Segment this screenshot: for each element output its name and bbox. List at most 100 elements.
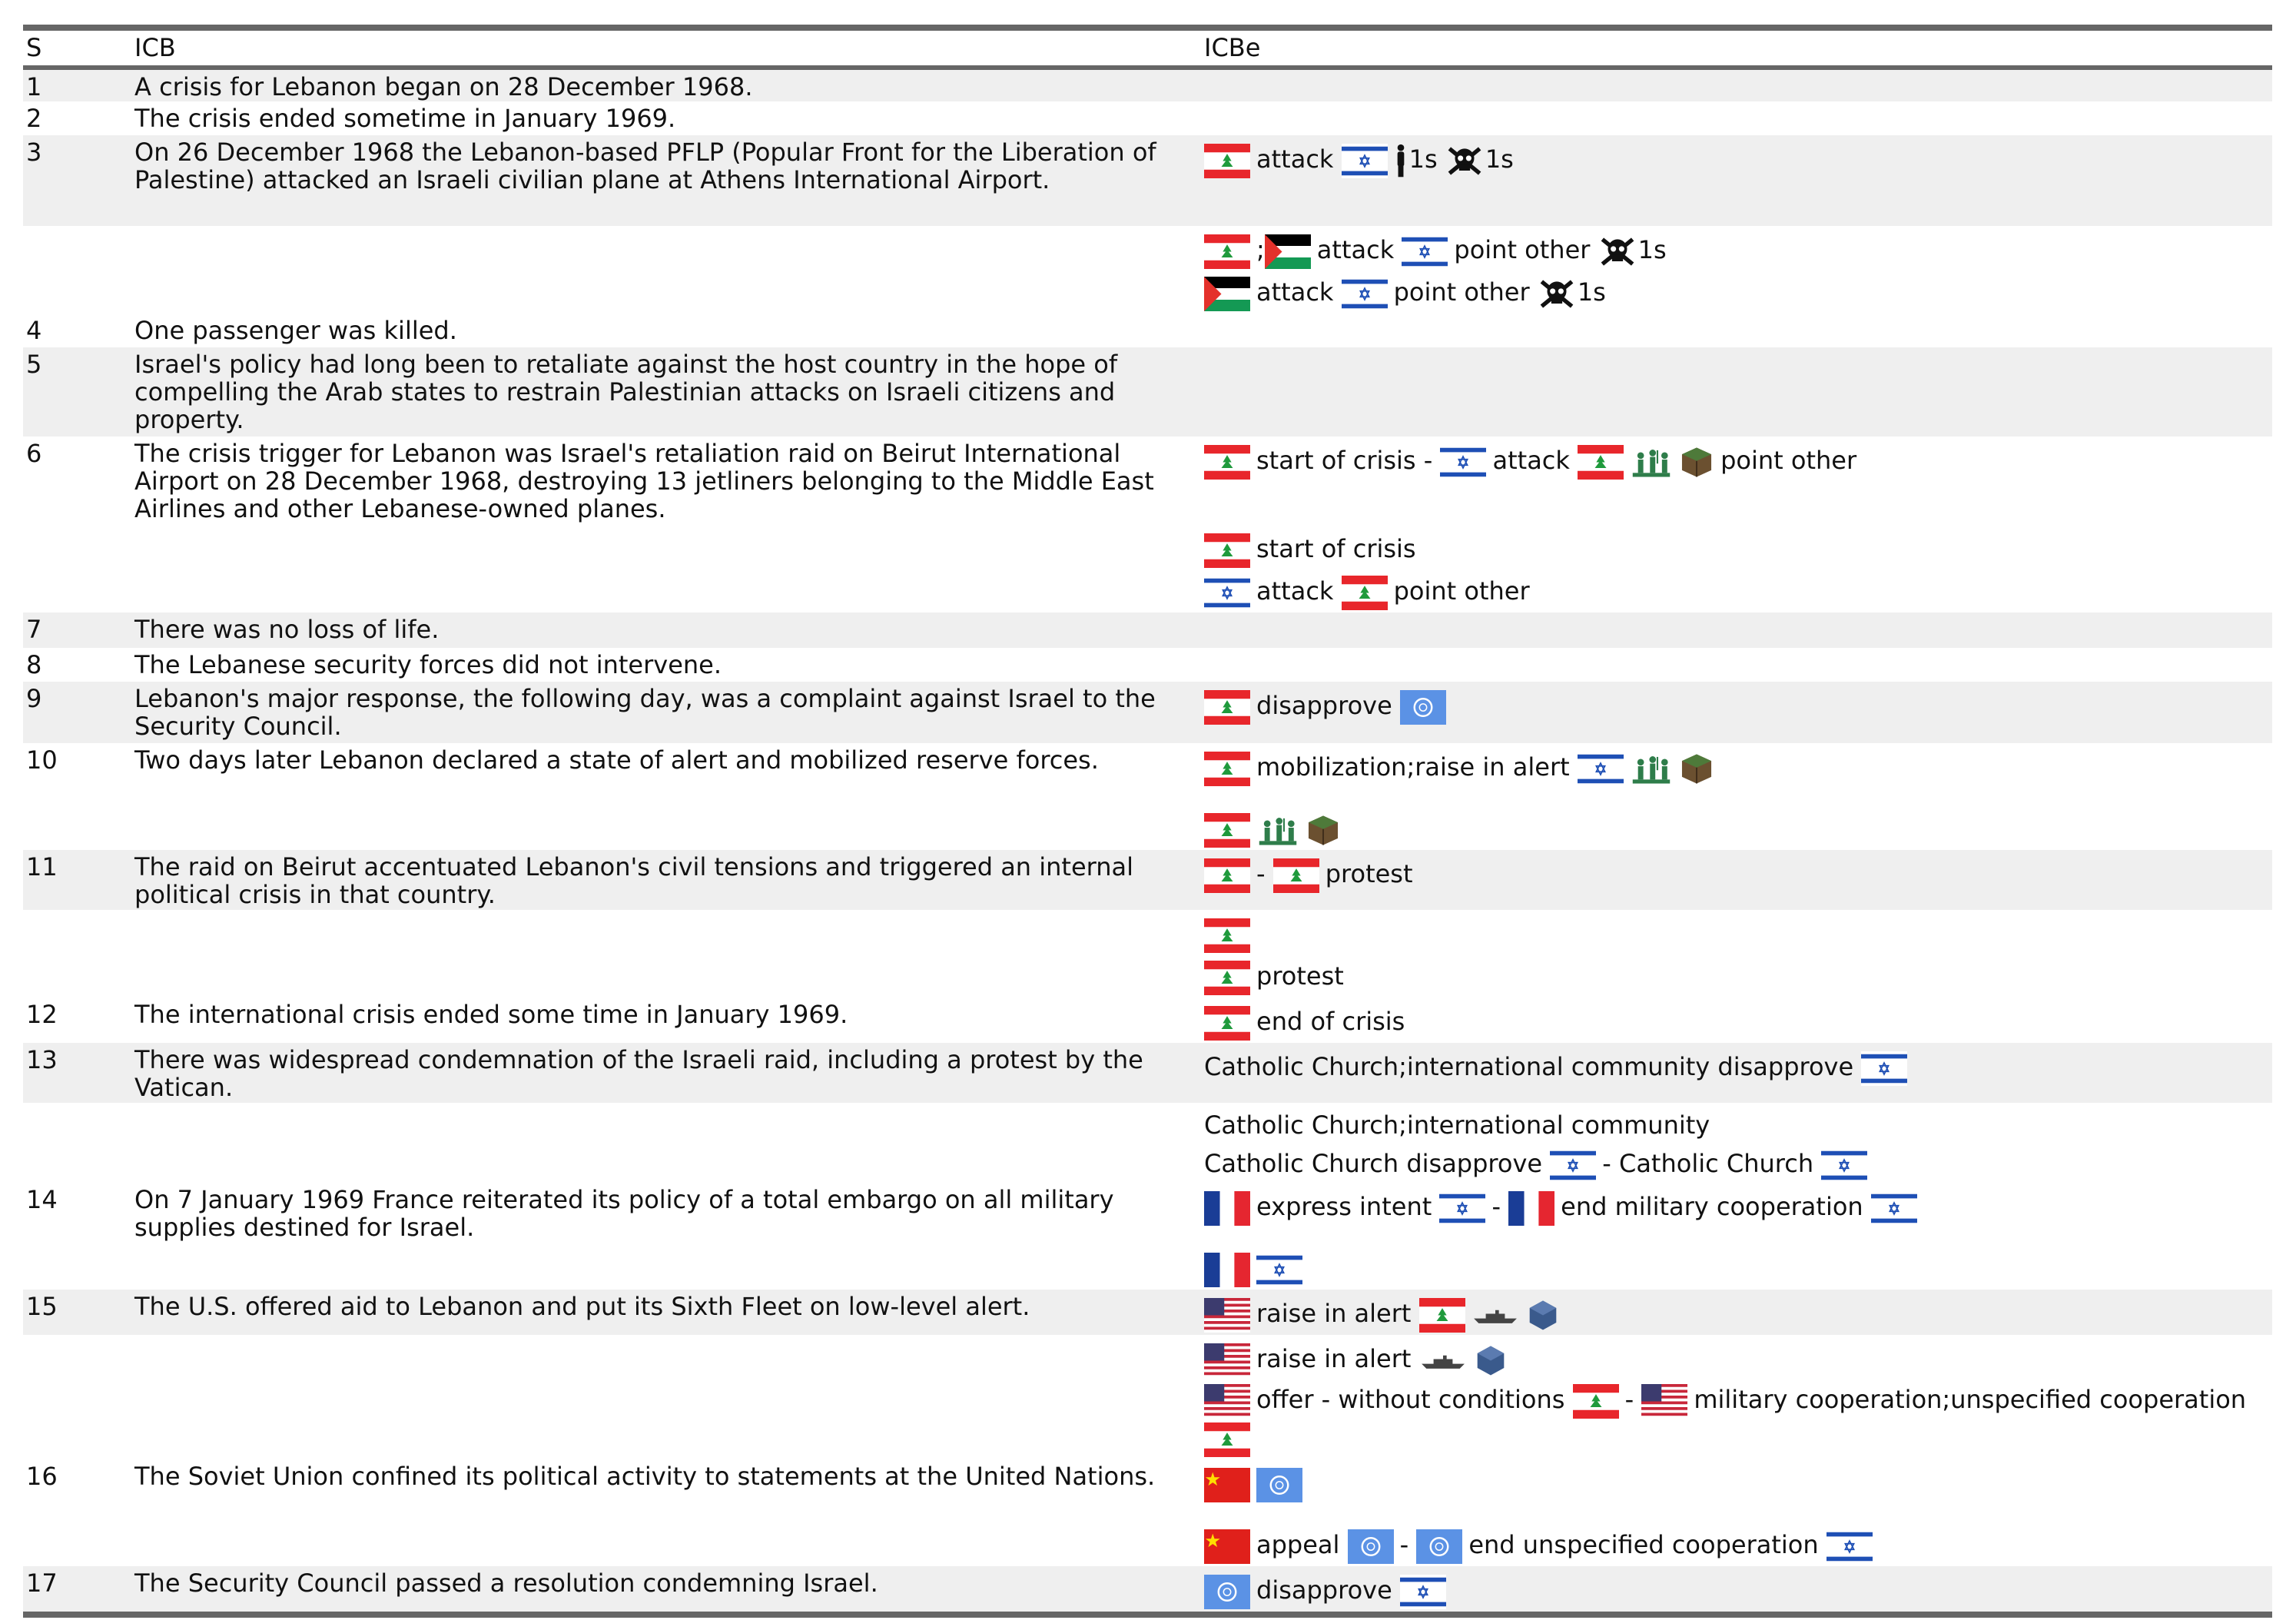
icon-il (1861, 1051, 1907, 1086)
icbe-text: disapprove (1256, 691, 1392, 720)
icbe-text: point other (1393, 277, 1530, 307)
icbe-text: - Catholic Church (1602, 1149, 1814, 1178)
icbe-cell: express intent - end military cooperatio… (1201, 1183, 2272, 1290)
icbe-text: Catholic Church;international community … (1204, 1052, 1854, 1081)
row: 9 Lebanon's major response, the following… (23, 682, 2272, 743)
icbe-text: start of crisis (1256, 534, 1416, 563)
row: 15 The U.S. offered aid to Lebanon and pu… (23, 1290, 2272, 1335)
icon-lb (1204, 961, 1250, 995)
row: 12 The international crisis ended some ti… (23, 998, 2272, 1043)
icbe-line (1204, 1247, 2266, 1290)
icbe-cell: disapprove (1201, 682, 2272, 743)
row: 11 The raid on Beirut accentuated Lebanon… (23, 850, 2272, 910)
header-cell: ICB (131, 28, 1201, 70)
s-cell (23, 226, 131, 314)
icbe-text: appeal (1256, 1530, 1340, 1559)
icb-cell: The international crisis ended some time… (134, 1000, 848, 1029)
s-cell: 14 (26, 1185, 58, 1214)
icon-fr (1508, 1191, 1554, 1226)
icbe-line: mobilization;raise in alert (1204, 746, 2266, 788)
icon-il (1342, 144, 1388, 178)
s-cell: 15 (26, 1292, 58, 1321)
s-cell (23, 910, 131, 998)
icon-hex (1525, 1298, 1561, 1333)
icbe-line: start of crisis (1204, 528, 2266, 570)
icbe-text: attack (1316, 235, 1395, 264)
icon-sol (1256, 813, 1299, 848)
icbe-line (1204, 913, 2266, 955)
icon-hex (1473, 1343, 1508, 1378)
icbe-text: point other (1393, 576, 1530, 606)
icbe-line (1204, 1462, 2266, 1505)
icon-lb (1204, 918, 1250, 953)
icon-il (1871, 1191, 1917, 1226)
icb-cell: There was no loss of life. (134, 615, 440, 644)
icbe-line: raise in alert (1204, 1338, 2266, 1380)
icbe-text: attack (1492, 446, 1570, 475)
icbe-text: end unspecified cooperation (1468, 1530, 1819, 1559)
icbe-cell: Catholic Church;international community … (1201, 1103, 2272, 1183)
row: 5 Israel's policy had long been to retali… (23, 347, 2272, 437)
icbe-text: express intent (1256, 1192, 1432, 1221)
icb-cell (131, 226, 1201, 314)
icbe-text: - (1256, 859, 1266, 888)
icbe-line: raise in alert (1204, 1293, 2266, 1335)
s-cell: 10 (26, 745, 58, 775)
icbe-cell: ; attack point other 1s attack point othe… (1201, 226, 2272, 314)
icon-sol (1630, 752, 1673, 786)
icbe-cell (1201, 612, 2272, 648)
icon-il (1400, 1575, 1446, 1609)
icbe-line: Catholic Church disapprove - Catholic Ch… (1204, 1144, 2266, 1183)
icon-fr (1204, 1191, 1250, 1226)
row: ; attack point other 1s attack point othe… (23, 226, 2272, 314)
row: 17 The Security Council passed a resoluti… (23, 1566, 2272, 1615)
row: 3 On 26 December 1968 the Lebanon-based P… (23, 135, 2272, 226)
row: protest (23, 910, 2272, 998)
icon-lb (1204, 858, 1250, 893)
icon-un (1416, 1529, 1462, 1564)
icon-un (1256, 1468, 1302, 1502)
row: 6 The crisis trigger for Lebanon was Isra… (23, 437, 2272, 612)
icbe-line: protest (1204, 955, 2266, 998)
icb-cell (131, 910, 1201, 998)
row: 13 There was widespread condemnation of t… (23, 1043, 2272, 1103)
icbe-cell (1201, 101, 2272, 135)
icb-cell: The Lebanese security forces did not int… (134, 650, 722, 679)
icon-box (1679, 445, 1714, 480)
s-cell: 11 (26, 852, 58, 881)
icon-lb (1204, 813, 1250, 848)
icbe-cell: raise in alert (1201, 1290, 2272, 1335)
icbe-line: attack 1s 1s (1204, 138, 2266, 181)
icbe-text: attack (1256, 144, 1334, 174)
icbe-line: Catholic Church;international community … (1204, 1046, 2266, 1088)
icbe-text: 1s (1408, 144, 1438, 174)
icon-lb (1204, 144, 1250, 178)
icon-il (1821, 1148, 1867, 1183)
icb-cell: A crisis for Lebanon began on 28 Decembe… (134, 72, 753, 101)
icon-lb (1342, 576, 1388, 610)
header-cell: ICBe (1201, 28, 2272, 70)
icbe-text: start of crisis - (1256, 446, 1433, 475)
icon-ps (1204, 277, 1250, 311)
icbe-line: attack point other (1204, 570, 2266, 612)
icbe-line: - protest (1204, 853, 2266, 895)
events-table: S ICB ICBe 1 A crisis for Lebanon began o… (23, 25, 2272, 1618)
icbe-text: Catholic Church disapprove (1204, 1149, 1543, 1178)
icbe-cell: protest (1201, 910, 2272, 998)
row: 7 There was no loss of life. (23, 612, 2272, 648)
icon-lb (1204, 445, 1250, 480)
icbe-text: point other (1720, 446, 1857, 475)
s-cell: 8 (26, 650, 42, 679)
icbe-text: - (1399, 1530, 1409, 1559)
icon-un (1204, 1575, 1250, 1609)
icbe-cell: - protest (1201, 850, 2272, 910)
s-cell: 13 (26, 1045, 58, 1074)
row: 14 On 7 January 1969 France reiterated it… (23, 1183, 2272, 1290)
icbe-text: 1s (1485, 144, 1514, 174)
icbe-text: protest (1256, 961, 1344, 991)
icb-cell: One passenger was killed. (134, 316, 457, 345)
icbe-text: - (1624, 1385, 1634, 1414)
icbe-text: 1s (1577, 277, 1606, 307)
icb-cell: The crisis trigger for Lebanon was Israe… (134, 439, 1154, 523)
